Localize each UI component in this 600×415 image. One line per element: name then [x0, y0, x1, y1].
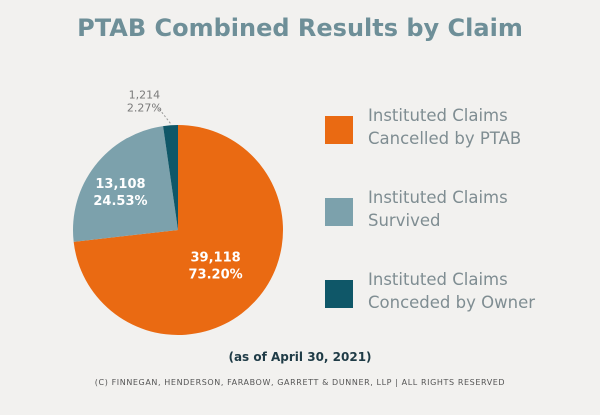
legend-item-cancelled: Instituted Claims Cancelled by PTAB — [325, 104, 595, 150]
slice-percent-label-survived: 24.53% — [93, 194, 147, 209]
slice-value-label-survived: 13,108 — [95, 177, 145, 192]
chart-title: PTAB Combined Results by Claim — [77, 14, 523, 42]
pie-slice-conceded — [163, 125, 178, 230]
legend-swatch-cancelled — [325, 116, 353, 144]
copyright-notice: (C) FINNEGAN, HENDERSON, FARABOW, GARRET… — [94, 378, 506, 387]
slice-percent-label-cancelled: 73.20% — [189, 268, 243, 283]
legend-label-conceded: Instituted Claims Conceded by Owner — [368, 270, 535, 312]
legend-label-cancelled: Instituted Claims Cancelled by PTAB — [368, 106, 522, 148]
legend-swatch-survived — [325, 198, 353, 226]
legend-item-survived: Instituted Claims Survived — [325, 186, 595, 232]
legend-swatch-conceded — [325, 280, 353, 308]
pie-slice-survived — [72, 126, 178, 242]
slice-value-label-cancelled: 39,118 — [191, 251, 241, 266]
pie-slice-cancelled — [73, 125, 283, 335]
date-note: (as of April 30, 2021) — [228, 350, 372, 364]
slice-percent-label-conceded: 2.27% — [127, 101, 162, 114]
legend-label-survived: Instituted Claims Survived — [368, 188, 508, 230]
legend-item-conceded: Instituted Claims Conceded by Owner — [325, 268, 595, 314]
slice-value-label-conceded: 1,214 — [129, 88, 161, 101]
